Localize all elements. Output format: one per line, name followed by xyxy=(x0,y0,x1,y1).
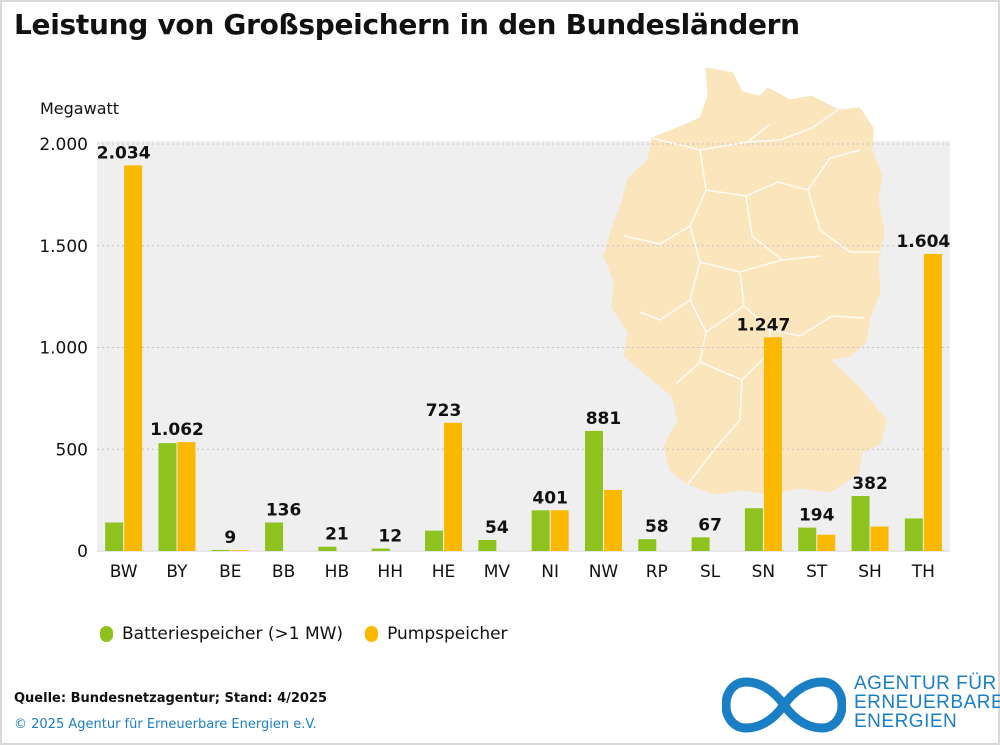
total-label-rp: 58 xyxy=(645,517,669,537)
bar-pump-he xyxy=(444,422,463,551)
total-label-by: 1.062 xyxy=(150,420,204,440)
y-tick-label: 500 xyxy=(56,440,88,460)
x-tick-label-rp: RP xyxy=(646,562,668,582)
x-tick-label-ni: NI xyxy=(541,562,559,582)
logo-line-3: ENERGIEN xyxy=(854,711,958,732)
x-tick-label-bb: BB xyxy=(272,562,295,582)
legend-item-battery: Batteriespeicher (>1 MW) xyxy=(100,624,343,644)
y-tick-label: 0 xyxy=(77,542,88,562)
legend: Batteriespeicher (>1 MW) Pumpspeicher xyxy=(100,624,530,644)
total-label-sh: 382 xyxy=(852,474,888,494)
x-tick-label-he: HE xyxy=(432,562,456,582)
bar-pump-sh xyxy=(870,526,889,551)
bar-battery-sh xyxy=(851,496,870,551)
state-borders xyxy=(623,109,880,485)
y-axis-unit-label: Megawatt xyxy=(40,99,120,118)
bar-battery-hb xyxy=(318,546,337,551)
x-tick-label-sl: SL xyxy=(700,562,721,582)
aee-logo: AGENTUR FÜR ERNEUERBARE ENERGIEN xyxy=(722,674,1000,736)
total-labels: 2.034 1.062 9 136 21 12 723 54 401 881 58 67 1.247 19… xyxy=(97,143,951,548)
logo-wordmark: AGENTUR FÜR ERNEUERBARE ENERGIEN xyxy=(854,674,1000,731)
bar-pump-ni xyxy=(550,510,569,551)
bar-battery-sl xyxy=(691,537,710,551)
legend-swatch-battery xyxy=(100,626,113,642)
x-tick-label-nw: NW xyxy=(589,562,619,582)
bar-pump-nw xyxy=(603,489,622,551)
y-tick-label: 1.500 xyxy=(39,237,88,257)
total-label-bb: 136 xyxy=(266,501,302,521)
bar-battery-th xyxy=(904,518,923,551)
bar-battery-st xyxy=(798,527,817,551)
total-label-mv: 54 xyxy=(485,518,509,538)
bars xyxy=(105,165,942,551)
total-label-be: 9 xyxy=(224,528,236,548)
source-note: Quelle: Bundesnetzagentur; Stand: 4/2025 xyxy=(14,691,328,706)
x-tick-label-sn: SN xyxy=(752,562,776,582)
total-label-th: 1.604 xyxy=(896,232,950,252)
x-tick-label-th: TH xyxy=(911,562,935,582)
y-tick-label: 2.000 xyxy=(39,135,88,155)
bar-pump-bw xyxy=(124,165,143,551)
legend-label-pump: Pumpspeicher xyxy=(387,624,508,644)
y-tick-label: 1.000 xyxy=(39,339,88,359)
germany-map-outline xyxy=(603,67,887,495)
legend-swatch-pump xyxy=(365,626,379,642)
y-axis-ticks: 0 500 1.000 1.500 2.000 xyxy=(39,135,88,562)
bar-battery-ni xyxy=(531,510,550,551)
chart-title: Leistung von Großspeichern in den Bundes… xyxy=(14,8,800,41)
bar-battery-he xyxy=(425,530,444,551)
bar-pump-sn xyxy=(763,337,782,551)
bar-pump-by xyxy=(177,442,196,551)
total-label-bw: 2.034 xyxy=(97,143,151,163)
total-label-st: 194 xyxy=(799,506,835,526)
bar-pump-be xyxy=(230,550,249,551)
x-tick-label-mv: MV xyxy=(484,562,511,582)
total-label-he: 723 xyxy=(426,401,462,421)
logo-line-2: ERNEUERBARE xyxy=(854,692,1000,713)
legend-label-battery: Batteriespeicher (>1 MW) xyxy=(122,624,344,644)
x-tick-label-be: BE xyxy=(219,562,241,582)
x-tick-label-st: ST xyxy=(806,562,828,582)
total-label-sl: 67 xyxy=(698,515,722,535)
x-tick-label-by: BY xyxy=(166,562,188,582)
total-label-sn: 1.247 xyxy=(737,315,791,335)
bar-battery-hh xyxy=(371,548,390,551)
bar-battery-rp xyxy=(638,539,657,551)
x-tick-label-bw: BW xyxy=(110,562,138,582)
x-tick-label-sh: SH xyxy=(858,562,882,582)
total-label-hh: 12 xyxy=(378,527,402,547)
x-tick-label-hb: HB xyxy=(325,562,349,582)
bar-pump-th xyxy=(923,253,942,551)
bar-battery-be xyxy=(211,549,230,551)
bar-battery-nw xyxy=(584,430,603,551)
total-label-nw: 881 xyxy=(586,409,622,429)
total-label-hb: 21 xyxy=(325,525,349,545)
bar-pump-st xyxy=(817,534,836,551)
x-axis-ticks: BW BY BE BB HB HH HE MV NI NW RP SL SN ST SH TH xyxy=(110,562,935,582)
total-label-ni: 401 xyxy=(532,488,568,508)
germany-map xyxy=(603,67,887,495)
logo-line-1: AGENTUR FÜR xyxy=(854,673,997,694)
legend-item-pump: Pumpspeicher xyxy=(365,624,508,644)
bar-battery-sn xyxy=(744,508,763,551)
gridlines xyxy=(97,143,950,450)
bar-battery-bw xyxy=(105,522,124,551)
copyright-note: © 2025 Agentur für Erneuerbare Energien … xyxy=(14,717,317,732)
bar-battery-bb xyxy=(265,522,284,551)
bar-battery-mv xyxy=(478,540,497,551)
bar-battery-by xyxy=(158,443,177,551)
infinity-logo-icon xyxy=(722,677,846,733)
x-tick-label-hh: HH xyxy=(377,562,403,582)
